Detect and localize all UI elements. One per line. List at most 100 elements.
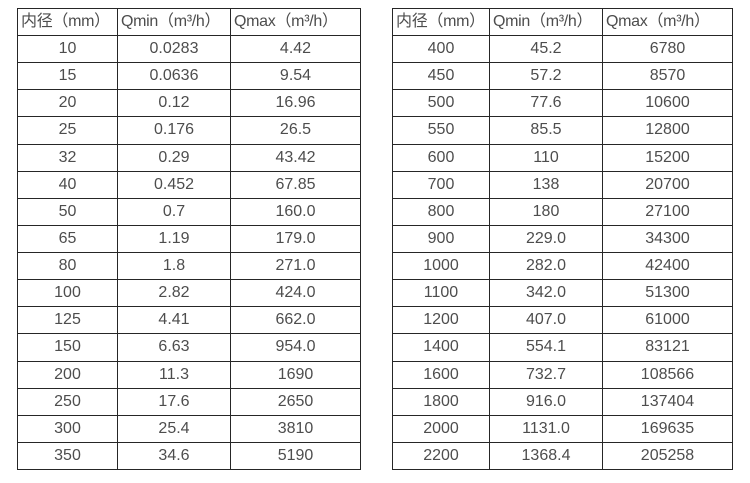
table-cell: 9.54 [230, 62, 361, 91]
table-row: 1000 282.0 42400 [392, 251, 733, 281]
table-cell: 12800 [602, 116, 733, 145]
table-row: 125 4.41 662.0 [17, 306, 361, 335]
table-row: 2200 1368.4 205258 [392, 441, 733, 471]
col-header-qmin: Qmin（m³/h） [489, 8, 603, 36]
table-cell: 57.2 [489, 62, 603, 91]
table-cell: 16.96 [230, 89, 361, 118]
table-cell: 15 [17, 62, 118, 91]
table-cell: 350 [17, 441, 118, 471]
table-row: 400 45.2 6780 [392, 34, 733, 64]
table-cell: 250 [17, 387, 118, 416]
table-cell: 32 [17, 143, 118, 172]
col-header-qmax: Qmax（m³/h） [230, 8, 361, 36]
table-body: 10 0.0283 4.42 15 0.0636 9.54 20 0.12 16.96 25 0.1… [17, 34, 361, 471]
table-row: 900 229.0 34300 [392, 224, 733, 254]
table-cell: 600 [392, 143, 490, 172]
table-cell: 282.0 [489, 251, 603, 281]
table-cell: 100 [17, 279, 118, 308]
table-cell: 2.82 [117, 279, 231, 308]
table-cell: 11.3 [117, 360, 231, 389]
table-row: 450 57.2 8570 [392, 62, 733, 91]
table-cell: 732.7 [489, 360, 603, 389]
table-cell: 205258 [602, 441, 733, 471]
table-cell: 954.0 [230, 333, 361, 362]
table-cell: 20 [17, 89, 118, 118]
table-cell: 271.0 [230, 251, 361, 281]
table-row: 1600 732.7 108566 [392, 360, 733, 389]
table-cell: 108566 [602, 360, 733, 389]
table-row: 600 110 15200 [392, 143, 733, 172]
table-cell: 500 [392, 89, 490, 118]
table-row: 350 34.6 5190 [17, 441, 361, 471]
table-cell: 0.0636 [117, 62, 231, 91]
table-cell: 51300 [602, 279, 733, 308]
table-cell: 424.0 [230, 279, 361, 308]
table-cell: 110 [489, 143, 603, 172]
table-cell: 85.5 [489, 116, 603, 145]
table-row: 800 180 27100 [392, 197, 733, 226]
table-row: 300 25.4 3810 [17, 414, 361, 443]
table-cell: 8570 [602, 62, 733, 91]
table-cell: 1368.4 [489, 441, 603, 471]
table-cell: 25 [17, 116, 118, 145]
table-row: 10 0.0283 4.42 [17, 34, 361, 64]
table-cell: 6.63 [117, 333, 231, 362]
flow-table-large-diameters: 内径（mm） Qmin（m³/h） Qmax（m³/h） 400 45.2 6780… [392, 8, 733, 471]
table-cell: 61000 [602, 306, 733, 335]
table-cell: 17.6 [117, 387, 231, 416]
table-cell: 407.0 [489, 306, 603, 335]
table-cell: 1100 [392, 279, 490, 308]
table-cell: 1131.0 [489, 414, 603, 443]
table-row: 700 138 20700 [392, 170, 733, 199]
table-cell: 200 [17, 360, 118, 389]
table-cell: 0.452 [117, 170, 231, 199]
table-cell: 0.12 [117, 89, 231, 118]
table-row: 100 2.82 424.0 [17, 279, 361, 308]
table-cell: 0.0283 [117, 34, 231, 64]
table-row: 40 0.452 67.85 [17, 170, 361, 199]
table-cell: 662.0 [230, 306, 361, 335]
table-cell: 3810 [230, 414, 361, 443]
col-header-diameter: 内径（mm） [17, 8, 118, 36]
table-row: 550 85.5 12800 [392, 116, 733, 145]
table-cell: 342.0 [489, 279, 603, 308]
table-cell: 80 [17, 251, 118, 281]
table-cell: 4.42 [230, 34, 361, 64]
table-cell: 150 [17, 333, 118, 362]
table-row: 15 0.0636 9.54 [17, 62, 361, 91]
table-cell: 125 [17, 306, 118, 335]
table-body: 400 45.2 6780 450 57.2 8570 500 77.6 10600 550 85.… [392, 34, 733, 471]
col-header-qmin: Qmin（m³/h） [117, 8, 231, 36]
table-cell: 137404 [602, 387, 733, 416]
table-row: 20 0.12 16.96 [17, 89, 361, 118]
table-cell: 34300 [602, 224, 733, 254]
table-row: 65 1.19 179.0 [17, 224, 361, 254]
table-cell: 34.6 [117, 441, 231, 471]
table-cell: 400 [392, 34, 490, 64]
table-cell: 10600 [602, 89, 733, 118]
table-cell: 10 [17, 34, 118, 64]
table-cell: 800 [392, 197, 490, 226]
table-cell: 2650 [230, 387, 361, 416]
table-cell: 2000 [392, 414, 490, 443]
table-cell: 554.1 [489, 333, 603, 362]
table-row: 25 0.176 26.5 [17, 116, 361, 145]
table-cell: 25.4 [117, 414, 231, 443]
table-cell: 20700 [602, 170, 733, 199]
table-cell: 50 [17, 197, 118, 226]
table-row: 32 0.29 43.42 [17, 143, 361, 172]
table-cell: 179.0 [230, 224, 361, 254]
table-cell: 900 [392, 224, 490, 254]
table-cell: 550 [392, 116, 490, 145]
header-row: 内径（mm） Qmin（m³/h） Qmax（m³/h） [17, 8, 361, 36]
table-cell: 1690 [230, 360, 361, 389]
table-cell: 45.2 [489, 34, 603, 64]
table-cell: 42400 [602, 251, 733, 281]
table-cell: 43.42 [230, 143, 361, 172]
table-cell: 1.8 [117, 251, 231, 281]
table-cell: 83121 [602, 333, 733, 362]
table-cell: 65 [17, 224, 118, 254]
table-cell: 77.6 [489, 89, 603, 118]
table-cell: 169635 [602, 414, 733, 443]
